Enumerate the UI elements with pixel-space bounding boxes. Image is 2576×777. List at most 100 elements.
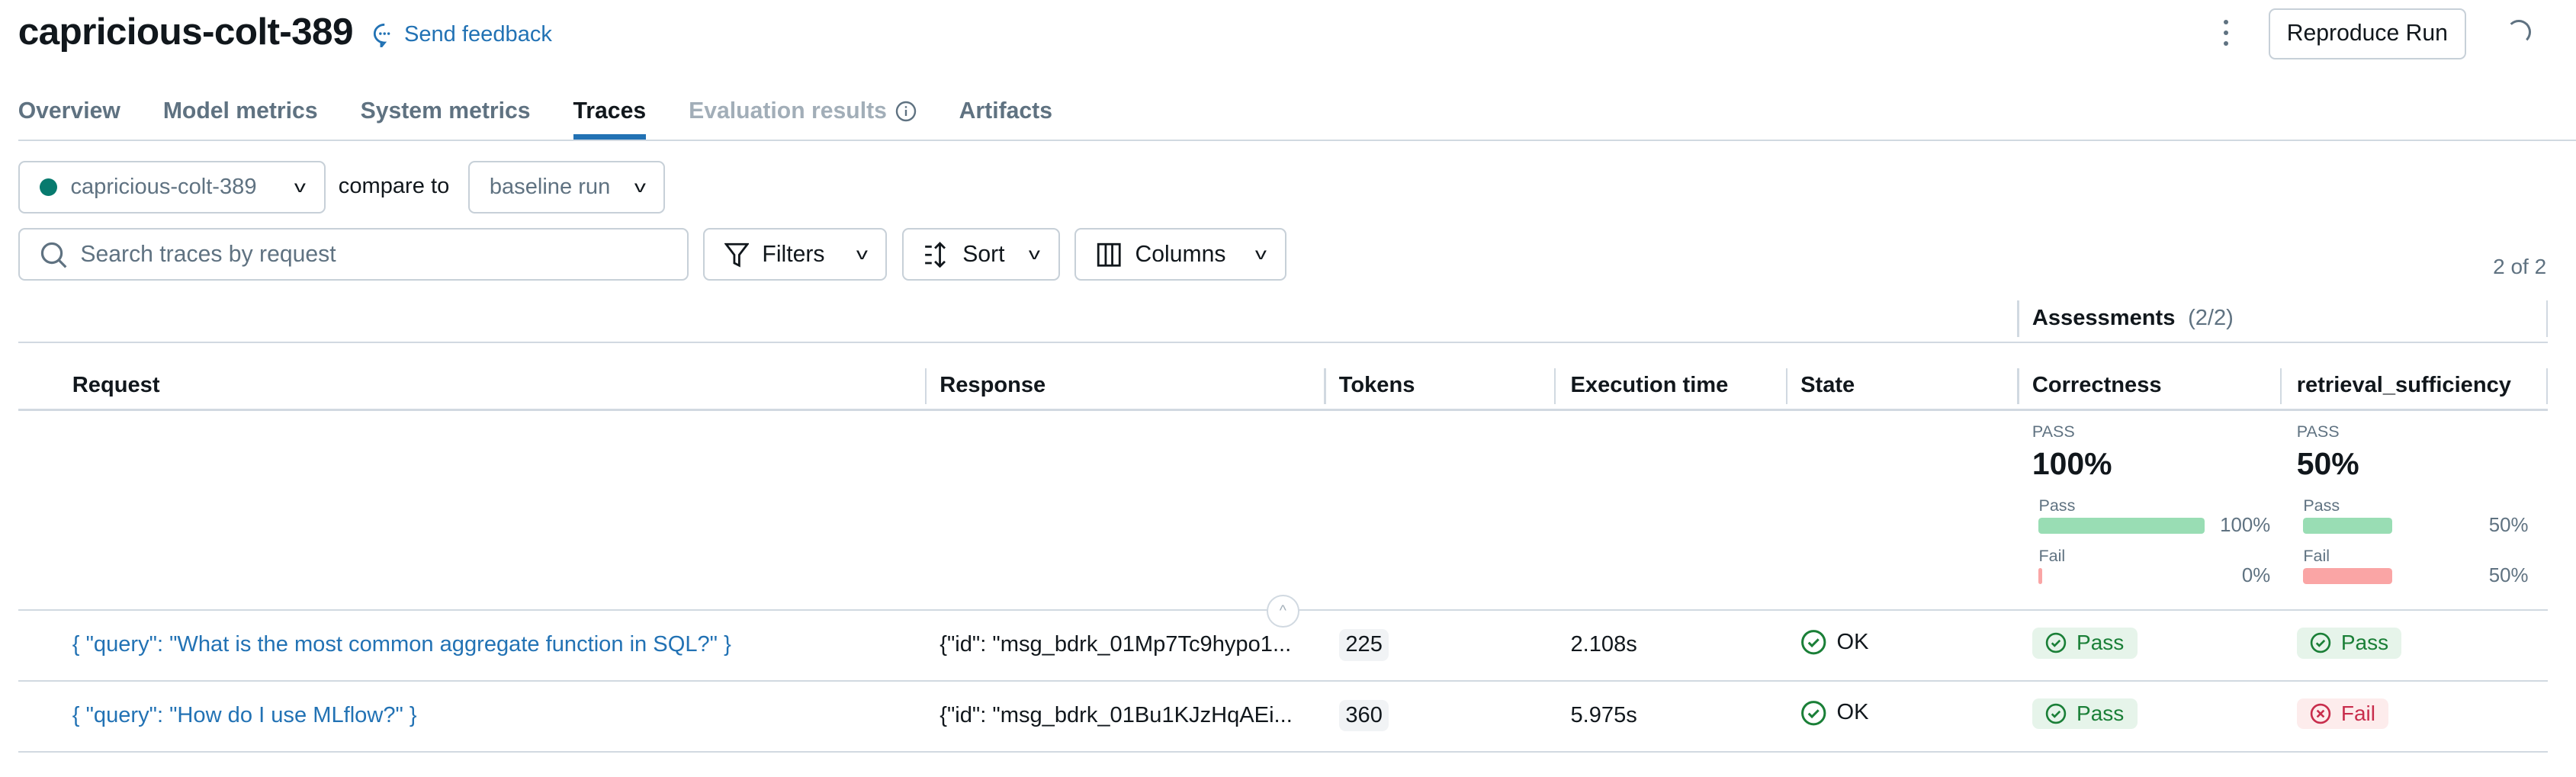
- check-circle-icon: [2310, 633, 2331, 653]
- collapse-summary-chevron-up-icon[interactable]: ^: [1266, 594, 1299, 628]
- more-options-icon[interactable]: [2215, 17, 2237, 50]
- check-circle-icon: [2045, 703, 2067, 724]
- search-input[interactable]: Search traces by request: [18, 228, 689, 281]
- reproduce-run-button[interactable]: Reproduce Run: [2269, 8, 2466, 59]
- tokens-tag: 225: [1338, 629, 1389, 661]
- compare-run-label: baseline run: [489, 175, 611, 200]
- column-header-retrieval-sufficiency[interactable]: retrieval_sufficiency: [2296, 373, 2511, 398]
- response-cell: {"id": "msg_bdrk_01Mp7Tc9hypo1...: [940, 632, 1292, 657]
- column-divider: [1324, 368, 1326, 404]
- filters-button[interactable]: Filters v: [703, 228, 888, 281]
- row-divider: [18, 750, 2549, 753]
- summary-value: 50%: [2296, 446, 2359, 482]
- column-header-state[interactable]: State: [1800, 373, 1855, 398]
- tab-overview[interactable]: Overview: [18, 98, 120, 124]
- info-icon: [895, 101, 916, 122]
- column-divider: [2546, 300, 2549, 337]
- column-divider: [924, 368, 927, 404]
- badge-label: Fail: [2340, 701, 2375, 725]
- execution-time-cell: 2.108s: [1570, 632, 1637, 657]
- assessments-group-header: Assessments (2/2): [2032, 306, 2234, 331]
- send-feedback-label: Send feedback: [403, 21, 552, 47]
- request-link[interactable]: { "query": "How do I use MLflow?" }: [72, 703, 417, 728]
- fail-label: Fail: [2038, 547, 2066, 566]
- response-cell: {"id": "msg_bdrk_01Bu1KJzHqAEi...: [940, 703, 1293, 728]
- badge-label: Pass: [2077, 701, 2125, 725]
- column-header-response[interactable]: Response: [940, 373, 1046, 398]
- tab-traces[interactable]: Traces: [573, 98, 647, 140]
- column-divider: [2546, 368, 2549, 404]
- chevron-down-icon: v: [1255, 245, 1267, 264]
- page-title: capricious-colt-389: [18, 10, 354, 53]
- send-feedback-link[interactable]: Send feedback: [371, 21, 552, 48]
- loading-spinner-icon: [2507, 19, 2532, 44]
- summary-label: PASS: [2032, 422, 2075, 441]
- summary-label: PASS: [2296, 422, 2340, 441]
- run-color-dot: [39, 178, 58, 197]
- tab-evaluation-results[interactable]: Evaluation results: [689, 98, 917, 137]
- columns-button[interactable]: Columns v: [1074, 228, 1286, 281]
- search-icon: [40, 242, 66, 268]
- column-divider: [1553, 368, 1556, 404]
- fail-percent: 50%: [2488, 564, 2529, 586]
- column-header-correctness[interactable]: Correctness: [2032, 373, 2162, 398]
- fail-percent: 0%: [2241, 564, 2271, 586]
- check-circle-icon: [1801, 630, 1826, 655]
- sort-button[interactable]: Sort v: [901, 228, 1060, 281]
- check-circle-icon: [2045, 633, 2067, 653]
- fail-label: Fail: [2303, 547, 2330, 566]
- column-header-execution-time[interactable]: Execution time: [1570, 373, 1729, 398]
- x-circle-icon: [2310, 703, 2331, 724]
- badge-label: Pass: [2340, 631, 2389, 655]
- pass-label: Pass: [2303, 496, 2340, 515]
- column-divider: [2017, 300, 2019, 337]
- tab-model-metrics[interactable]: Model metrics: [162, 98, 318, 124]
- correctness-summary: PASS 100% Pass 100% Fail 0%: [2032, 422, 2270, 586]
- chat-bubble-icon: [373, 23, 390, 48]
- retrieval-sufficiency-summary: PASS 50% Pass 50% Fail 50%: [2297, 422, 2529, 586]
- tokens-tag: 360: [1338, 699, 1389, 732]
- column-divider: [2280, 368, 2282, 404]
- pass-bar: [2038, 517, 2205, 535]
- tab-system-metrics[interactable]: System metrics: [360, 98, 531, 124]
- columns-icon: [1097, 242, 1121, 267]
- state-label: OK: [1836, 629, 1869, 654]
- run-selector[interactable]: capricious-colt-389 v: [18, 161, 326, 214]
- tab-artifacts[interactable]: Artifacts: [959, 98, 1052, 124]
- assessments-label: Assessments: [2032, 305, 2176, 330]
- sort-icon: [924, 241, 946, 268]
- filters-label: Filters: [762, 241, 825, 267]
- retrieval-sufficiency-badge[interactable]: Pass: [2296, 627, 2402, 659]
- sort-label: Sort: [962, 241, 1005, 267]
- tab-divider: [18, 140, 2576, 142]
- compare-run-selector[interactable]: baseline run v: [467, 161, 666, 214]
- column-header-tokens[interactable]: Tokens: [1338, 373, 1415, 398]
- tab-evaluation-results-label: Evaluation results: [689, 98, 887, 124]
- correctness-badge[interactable]: Pass: [2032, 698, 2138, 730]
- search-placeholder: Search traces by request: [80, 241, 336, 267]
- execution-time-cell: 5.975s: [1570, 703, 1637, 728]
- chevron-down-icon: v: [634, 178, 646, 197]
- tab-bar: Overview Model metrics System metrics Tr…: [18, 98, 1052, 140]
- summary-value: 100%: [2032, 446, 2112, 482]
- column-divider: [1785, 368, 1787, 404]
- result-count: 2 of 2: [2493, 254, 2547, 278]
- check-circle-icon: [1801, 700, 1826, 726]
- table-row[interactable]: { "query": "What is the most common aggr…: [0, 611, 2548, 679]
- correctness-badge[interactable]: Pass: [2032, 627, 2138, 659]
- retrieval-sufficiency-badge[interactable]: Fail: [2296, 698, 2389, 730]
- state-label: OK: [1836, 700, 1869, 725]
- fail-bar: [2303, 567, 2392, 585]
- pass-bar: [2303, 517, 2392, 535]
- column-header-request[interactable]: Request: [72, 373, 160, 398]
- fail-bar: [2038, 567, 2042, 585]
- compare-to-label: compare to: [338, 174, 450, 199]
- columns-label: Columns: [1135, 241, 1226, 267]
- chevron-down-icon: v: [856, 245, 868, 264]
- table-row[interactable]: { "query": "How do I use MLflow?" } {"id…: [0, 682, 2548, 750]
- pass-percent: 100%: [2220, 514, 2271, 536]
- chevron-down-icon: v: [1028, 245, 1040, 264]
- state-cell: OK: [1800, 629, 1869, 655]
- chevron-down-icon: v: [294, 178, 306, 197]
- request-link[interactable]: { "query": "What is the most common aggr…: [72, 632, 731, 657]
